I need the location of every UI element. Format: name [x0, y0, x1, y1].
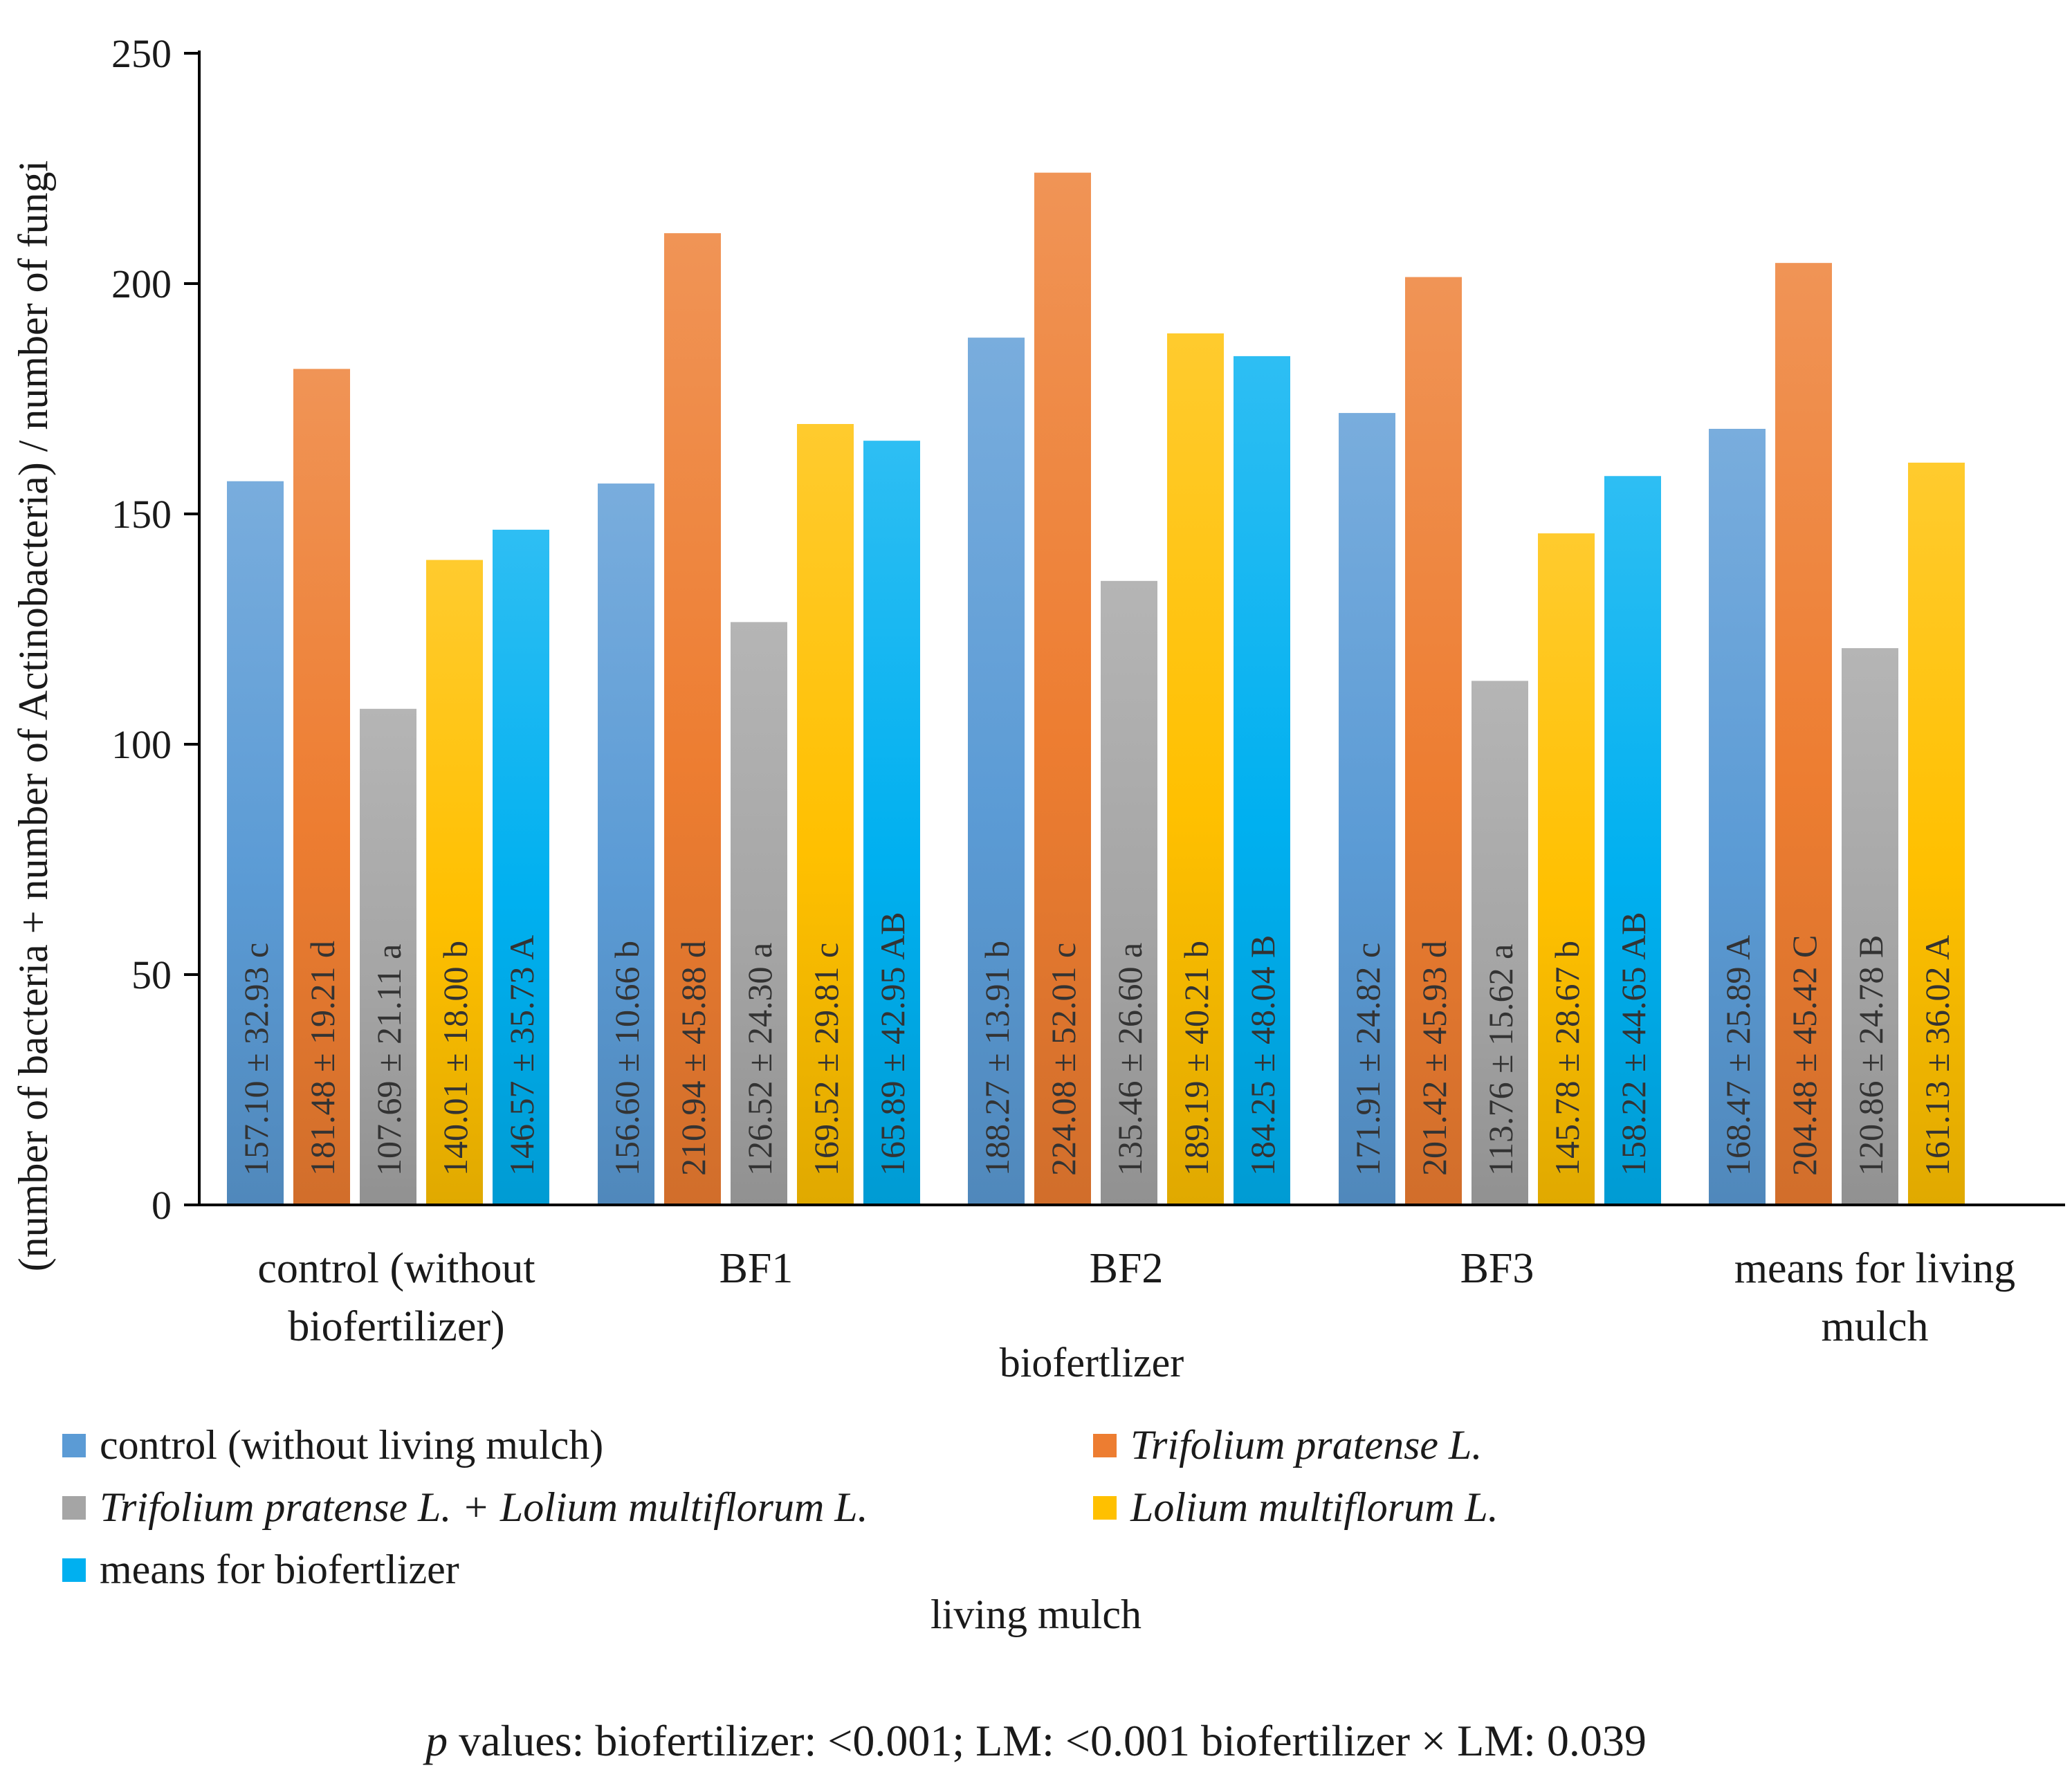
bar-label-1-5: 168.47 ± 25.89 A [1718, 935, 1757, 1176]
bar-label-5-3: 184.25 ± 48.04 B [1243, 935, 1282, 1176]
legend-swatch-means-biofertlizer [62, 1558, 86, 1582]
bar-label-4-3: 189.19 ± 40.21 b [1177, 941, 1216, 1176]
bar-5-4 [1604, 476, 1661, 1205]
bar-chart: 157.10 ± 32.93 c 156.60 ± 10.66 b 188.27 ±… [10, 31, 2065, 1385]
legend-title: living mulch [930, 1592, 1142, 1637]
legend-item-control: control (without living mulch) [62, 1421, 603, 1469]
legend-label-lolium: Lolium multiflorum L. [1130, 1484, 1498, 1530]
legend-swatch-trifolium [1093, 1433, 1117, 1457]
bar-label-4-5: 161.13 ± 36.02 A [1918, 935, 1956, 1176]
bar-1-1 [227, 481, 284, 1205]
p-symbol: p [425, 1716, 448, 1765]
bar-2-5 [1775, 263, 1832, 1205]
bar-4-5 [1908, 462, 1965, 1205]
bar-label-3-3: 135.46 ± 26.60 a [1110, 943, 1149, 1176]
legend-item-trifolium-lolium: Trifolium pratense L. + Lolium multiflor… [62, 1484, 868, 1531]
legend-item-trifolium: Trifolium pratense L. [1093, 1421, 1482, 1469]
bar-4-1 [426, 560, 483, 1205]
bar-label-4-4: 145.78 ± 28.67 b [1548, 941, 1586, 1176]
x-tick-label-3: BF2 [1090, 1245, 1164, 1292]
legend-label-trifolium-lolium: Trifolium pratense L. + Lolium multiflor… [100, 1484, 868, 1530]
bar-4-3 [1167, 333, 1224, 1205]
bar-label-4-1: 140.01 ± 18.00 b [436, 941, 475, 1176]
bar-3-1 [360, 708, 416, 1205]
bar-2-4 [1405, 277, 1462, 1206]
x-tick-label-1: control (without biofertilizer) [257, 1245, 535, 1350]
bar-2-2 [664, 233, 721, 1205]
bar-2-3 [1034, 172, 1091, 1205]
bar-5-3 [1234, 356, 1290, 1205]
bar-1-5 [1709, 428, 1766, 1206]
y-tick-label-250: 250 [111, 31, 172, 76]
bar-label-2-5: 204.48 ± 45.42 C [1785, 935, 1824, 1176]
y-tick-label-200: 200 [111, 261, 172, 306]
x-tick-label-2: BF1 [719, 1245, 794, 1292]
x-tick-label-4: BF3 [1460, 1245, 1534, 1292]
bar-label-2-3: 224.08 ± 52.01 c [1044, 943, 1083, 1176]
bar-label-2-4: 201.42 ± 45.93 d [1415, 941, 1454, 1176]
p-values-footer: p values: biofertilizer: <0.001; LM: <0.… [0, 1715, 2072, 1767]
bar-label-1-1: 157.10 ± 32.93 c [237, 943, 275, 1176]
bar-3-5 [1842, 648, 1898, 1205]
bar-label-4-2: 169.52 ± 29.81 c [807, 943, 845, 1176]
bar-label-5-4: 158.22 ± 44.65 AB [1614, 912, 1653, 1176]
bar-3-4 [1472, 681, 1528, 1205]
bar-label-5-2: 165.89 ± 42.95 AB [873, 912, 912, 1176]
bar-5-2 [863, 441, 920, 1205]
bar-4-4 [1538, 533, 1595, 1205]
bar-2-1 [293, 369, 350, 1205]
x-tick-label-5: means for living mulch [1734, 1245, 2015, 1350]
bar-label-3-1: 107.69 ± 21.11 a [369, 944, 408, 1176]
legend-label-control: control (without living mulch) [100, 1422, 604, 1468]
y-tick-label-0: 0 [152, 1183, 172, 1228]
y-axis-title: (number of bacteria + number of Actinoba… [10, 160, 56, 1272]
legend-item-means-biofertlizer: means for biofertlizer [62, 1546, 459, 1594]
bar-1-2 [598, 483, 654, 1206]
legend-swatch-control [62, 1433, 86, 1457]
bar-label-2-2: 210.94 ± 45.88 d [674, 941, 713, 1176]
bar-label-3-5: 120.86 ± 24.78 B [1851, 935, 1890, 1176]
bar-3-2 [731, 622, 787, 1205]
bar-label-1-4: 171.91 ± 24.82 c [1348, 943, 1387, 1176]
bar-label-2-1: 181.48 ± 19.21 d [303, 941, 342, 1176]
bar-1-4 [1339, 413, 1395, 1206]
bar-label-5-1: 146.57 ± 35.73 A [502, 935, 541, 1176]
bar-label-3-2: 126.52 ± 24.30 a [740, 943, 779, 1176]
legend-swatch-lolium [1093, 1495, 1117, 1520]
legend-swatch-trifolium-lolium [62, 1495, 86, 1520]
bar-4-2 [797, 423, 854, 1205]
y-tick-label-100: 100 [111, 722, 172, 767]
legend: control (without living mulch) Trifolium… [62, 1421, 1723, 1643]
bar-label-1-2: 156.60 ± 10.66 b [607, 941, 646, 1176]
bar-5-1 [493, 529, 549, 1205]
bar-label-1-3: 188.27 ± 13.91 b [978, 941, 1016, 1176]
p-values-text: values: biofertilizer: <0.001; LM: <0.00… [448, 1716, 1647, 1765]
bars-layer: 157.10 ± 32.93 c 156.60 ± 10.66 b 188.27 ±… [227, 172, 1965, 1206]
legend-label-means-biofertlizer: means for biofertlizer [100, 1547, 459, 1592]
bar-1-3 [968, 338, 1025, 1205]
bar-label-3-4: 113.76 ± 15.62 a [1481, 944, 1520, 1176]
x-axis-title: biofertlizer [1000, 1340, 1184, 1385]
y-tick-label-150: 150 [111, 492, 172, 537]
axes-layer: 0 50 100 150 200 250 control (without biofertil… [10, 31, 2065, 1385]
bar-3-3 [1101, 580, 1157, 1205]
legend-label-trifolium: Trifolium pratense L. [1130, 1422, 1483, 1468]
y-tick-label-50: 50 [131, 952, 172, 997]
legend-item-lolium: Lolium multiflorum L. [1093, 1484, 1498, 1531]
